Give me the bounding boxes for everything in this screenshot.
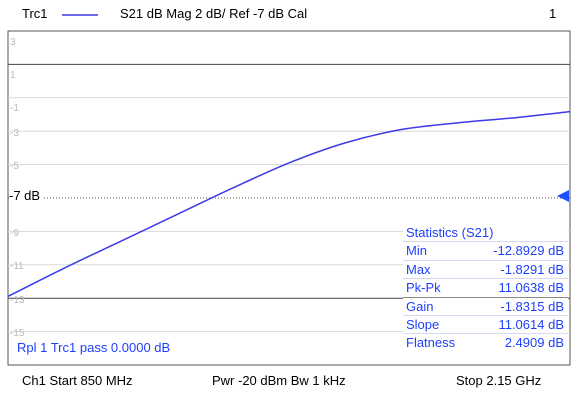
trace-name[interactable]: Trc1 [22,6,48,21]
statistics-row: Slope 11.0614 dB [403,314,568,333]
stat-label: Flatness [406,335,456,351]
statistics-row: Max -1.8291 dB [403,259,568,278]
stat-label: Max [406,261,431,277]
stat-label: Slope [406,316,440,332]
limit-check-result: Rpl 1 Trc1 pass 0.0000 dB [17,340,171,355]
statistics-row: Gain -1.8315 dB [403,296,568,315]
statistics-row: Flatness 2.4909 dB [403,333,568,351]
trace-line-Trc1[interactable] [7,110,571,298]
stat-value: -1.8315 dB [500,298,564,314]
trace-legend-line [62,14,98,16]
stat-label: Gain [406,298,434,314]
statistics-row: Min -12.8929 dB [403,241,568,259]
y-tick-label: -15 [10,328,25,339]
y-tick-label: 3 [10,37,16,48]
sweep-stop[interactable]: Stop 2.15 GHz [456,373,542,388]
y-tick-label: -1 [10,103,19,114]
statistics-title: Statistics (S21) [406,225,494,240]
stat-value: -12.8929 dB [493,243,564,259]
trace-info[interactable]: S21 dB Mag 2 dB/ Ref -7 dB Cal [120,6,308,21]
statistics-title-row: Statistics (S21) [403,224,568,241]
y-tick-label: -9 [10,228,19,239]
reference-level-label[interactable]: -7 dB [9,188,43,203]
y-tick-label: -3 [10,128,19,139]
chart-marks [7,110,571,298]
y-tick-label: 1 [10,70,16,81]
channel-number: 1 [549,6,557,21]
stat-value: -1.8291 dB [500,261,564,277]
sweep-start[interactable]: Ch1 Start 850 MHz [22,373,133,388]
y-tick-label: -5 [10,161,19,172]
stat-value: 2.4909 dB [504,335,564,351]
statistics-panel[interactable]: Statistics (S21) Min -12.8929 dB Max -1.… [403,224,568,352]
y-tick-label: -13 [10,295,25,306]
reference-marker[interactable] [557,190,569,202]
stat-value: 11.0638 dB [498,280,564,296]
stat-value: 11.0614 dB [498,316,564,332]
power-bandwidth[interactable]: Pwr -20 dBm Bw 1 kHz [212,373,346,388]
y-tick-label: -11 [10,261,24,272]
stat-label: Min [406,243,427,259]
stat-label: Pk-Pk [406,280,441,296]
statistics-row: Pk-Pk 11.0638 dB [403,278,568,296]
